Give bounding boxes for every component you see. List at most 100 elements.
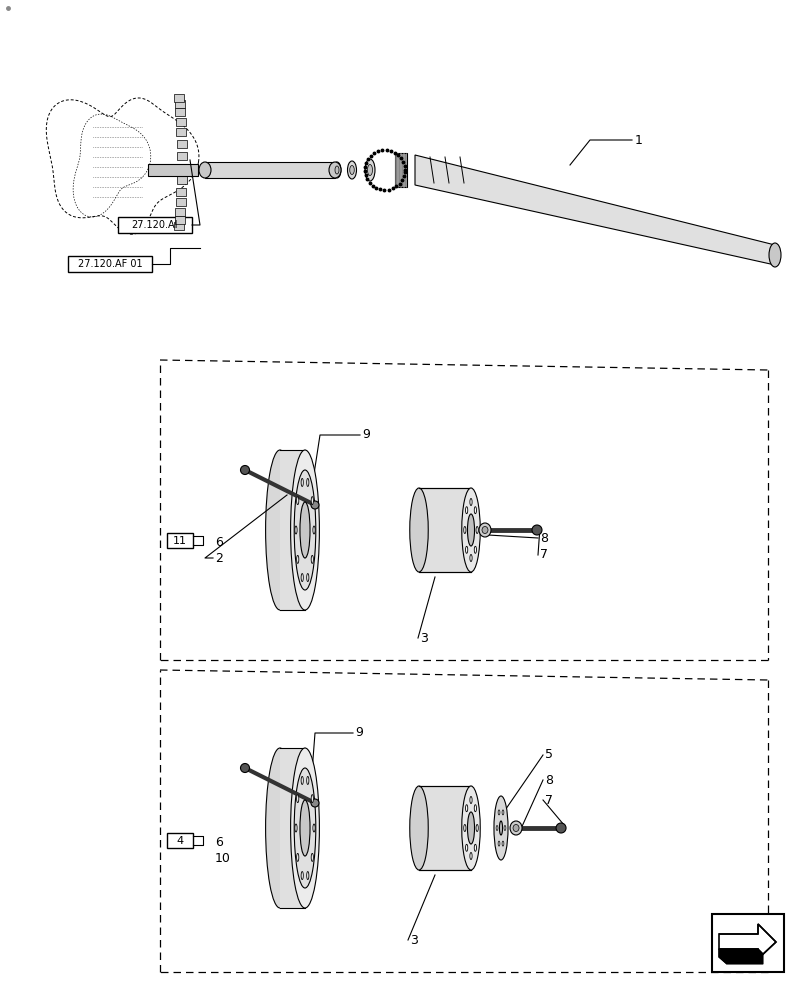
Text: 6: 6 bbox=[215, 836, 223, 850]
Ellipse shape bbox=[532, 525, 542, 535]
Ellipse shape bbox=[241, 466, 250, 475]
Ellipse shape bbox=[300, 502, 310, 558]
Bar bbox=[174, 222, 183, 230]
Ellipse shape bbox=[307, 872, 309, 880]
Ellipse shape bbox=[329, 162, 341, 178]
Ellipse shape bbox=[311, 555, 314, 563]
Ellipse shape bbox=[294, 470, 316, 590]
Ellipse shape bbox=[510, 821, 522, 835]
Ellipse shape bbox=[504, 826, 506, 830]
Ellipse shape bbox=[291, 450, 319, 610]
Ellipse shape bbox=[468, 514, 474, 546]
Ellipse shape bbox=[499, 810, 500, 815]
Ellipse shape bbox=[297, 795, 299, 803]
Text: 27.120.AF 01: 27.120.AF 01 bbox=[78, 259, 142, 269]
Ellipse shape bbox=[297, 497, 299, 505]
Text: 6: 6 bbox=[215, 536, 223, 550]
Text: 2: 2 bbox=[215, 552, 223, 564]
Ellipse shape bbox=[365, 159, 375, 181]
Bar bbox=[177, 164, 187, 172]
Bar bbox=[174, 94, 183, 102]
Bar bbox=[175, 216, 184, 224]
Text: 4: 4 bbox=[176, 836, 183, 846]
Ellipse shape bbox=[307, 574, 309, 582]
Ellipse shape bbox=[368, 164, 372, 176]
Text: 8: 8 bbox=[540, 532, 548, 544]
Text: 9: 9 bbox=[355, 726, 363, 740]
Bar bbox=[68, 256, 152, 272]
Bar bbox=[175, 208, 185, 216]
Ellipse shape bbox=[307, 776, 309, 784]
Ellipse shape bbox=[556, 823, 566, 833]
Ellipse shape bbox=[461, 786, 480, 870]
Ellipse shape bbox=[301, 574, 303, 582]
Ellipse shape bbox=[266, 450, 294, 610]
Ellipse shape bbox=[311, 853, 314, 861]
Ellipse shape bbox=[301, 872, 303, 880]
Ellipse shape bbox=[482, 526, 488, 534]
Ellipse shape bbox=[470, 554, 472, 562]
Ellipse shape bbox=[474, 507, 477, 514]
Bar bbox=[177, 140, 187, 148]
Ellipse shape bbox=[476, 526, 478, 534]
Ellipse shape bbox=[333, 162, 341, 178]
Ellipse shape bbox=[199, 162, 211, 178]
Ellipse shape bbox=[266, 748, 294, 908]
Ellipse shape bbox=[311, 501, 319, 509]
Polygon shape bbox=[415, 155, 775, 265]
Ellipse shape bbox=[350, 165, 354, 174]
Bar bbox=[177, 152, 187, 160]
Bar bbox=[712, 914, 784, 972]
Ellipse shape bbox=[479, 523, 491, 537]
Ellipse shape bbox=[295, 526, 297, 534]
Bar bbox=[167, 833, 193, 848]
Ellipse shape bbox=[313, 824, 315, 832]
Bar bbox=[419, 786, 471, 870]
Bar bbox=[167, 533, 193, 548]
Ellipse shape bbox=[465, 507, 468, 514]
Ellipse shape bbox=[470, 498, 472, 506]
Text: 7: 7 bbox=[540, 548, 548, 562]
Ellipse shape bbox=[294, 768, 316, 888]
Ellipse shape bbox=[465, 805, 468, 812]
Bar bbox=[175, 108, 185, 116]
Bar bbox=[280, 450, 305, 610]
Ellipse shape bbox=[347, 161, 356, 179]
Ellipse shape bbox=[410, 488, 428, 572]
Ellipse shape bbox=[474, 844, 477, 851]
Ellipse shape bbox=[474, 805, 477, 812]
Ellipse shape bbox=[297, 555, 299, 563]
Text: 1: 1 bbox=[635, 133, 643, 146]
Text: 3: 3 bbox=[410, 934, 418, 946]
Ellipse shape bbox=[468, 812, 474, 844]
Text: 9: 9 bbox=[362, 428, 370, 442]
Ellipse shape bbox=[295, 824, 297, 832]
Ellipse shape bbox=[291, 748, 319, 908]
Ellipse shape bbox=[470, 796, 472, 804]
Bar bbox=[118, 217, 192, 233]
Bar bbox=[177, 176, 187, 184]
Text: 11: 11 bbox=[173, 536, 187, 546]
Ellipse shape bbox=[499, 841, 500, 846]
Ellipse shape bbox=[297, 853, 299, 861]
Ellipse shape bbox=[241, 764, 250, 772]
Ellipse shape bbox=[465, 844, 468, 851]
Ellipse shape bbox=[410, 786, 428, 870]
Ellipse shape bbox=[769, 243, 781, 267]
Ellipse shape bbox=[496, 826, 498, 830]
Ellipse shape bbox=[465, 546, 468, 553]
Ellipse shape bbox=[307, 478, 309, 486]
Bar bbox=[176, 198, 186, 206]
Ellipse shape bbox=[464, 526, 466, 534]
Bar bbox=[176, 188, 187, 196]
Ellipse shape bbox=[335, 166, 339, 174]
Text: 3: 3 bbox=[420, 632, 428, 645]
Ellipse shape bbox=[494, 796, 508, 860]
Ellipse shape bbox=[461, 488, 480, 572]
Text: 10: 10 bbox=[215, 852, 231, 864]
Bar bbox=[419, 488, 471, 572]
Ellipse shape bbox=[464, 824, 466, 832]
Ellipse shape bbox=[499, 821, 503, 835]
Ellipse shape bbox=[474, 546, 477, 553]
Polygon shape bbox=[719, 949, 763, 964]
